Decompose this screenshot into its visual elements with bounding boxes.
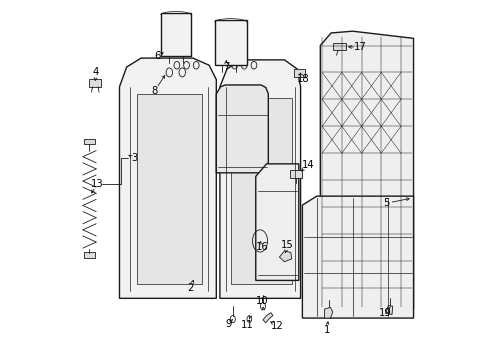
Text: 4: 4 — [93, 67, 99, 77]
Polygon shape — [137, 94, 202, 284]
Polygon shape — [333, 43, 346, 50]
Polygon shape — [161, 13, 191, 56]
Text: 8: 8 — [151, 86, 158, 96]
Polygon shape — [84, 139, 95, 144]
Polygon shape — [294, 69, 305, 77]
Text: 19: 19 — [379, 308, 392, 318]
Polygon shape — [256, 164, 299, 280]
Text: 9: 9 — [225, 319, 232, 329]
Text: 3: 3 — [131, 153, 138, 163]
Text: 13: 13 — [91, 179, 103, 189]
Polygon shape — [324, 307, 333, 318]
Text: 18: 18 — [297, 74, 309, 84]
Text: 1: 1 — [323, 325, 330, 335]
Polygon shape — [89, 79, 101, 87]
Polygon shape — [120, 58, 216, 298]
Text: 5: 5 — [383, 198, 389, 208]
Polygon shape — [279, 251, 292, 262]
Text: 11: 11 — [241, 320, 254, 330]
Polygon shape — [231, 98, 292, 284]
Polygon shape — [386, 306, 393, 315]
Polygon shape — [215, 21, 247, 65]
Polygon shape — [302, 196, 414, 318]
Text: 14: 14 — [301, 160, 314, 170]
Polygon shape — [84, 252, 95, 258]
Text: 16: 16 — [256, 242, 269, 252]
Text: 12: 12 — [271, 321, 284, 331]
Polygon shape — [320, 31, 414, 309]
Text: 6: 6 — [154, 51, 160, 61]
Text: 15: 15 — [281, 240, 294, 250]
Text: 10: 10 — [256, 296, 269, 306]
Text: 2: 2 — [187, 283, 194, 293]
Text: 17: 17 — [353, 42, 366, 52]
Polygon shape — [220, 60, 300, 298]
Polygon shape — [216, 85, 269, 173]
Text: 7: 7 — [223, 62, 229, 72]
Polygon shape — [263, 313, 273, 323]
Polygon shape — [290, 170, 302, 178]
